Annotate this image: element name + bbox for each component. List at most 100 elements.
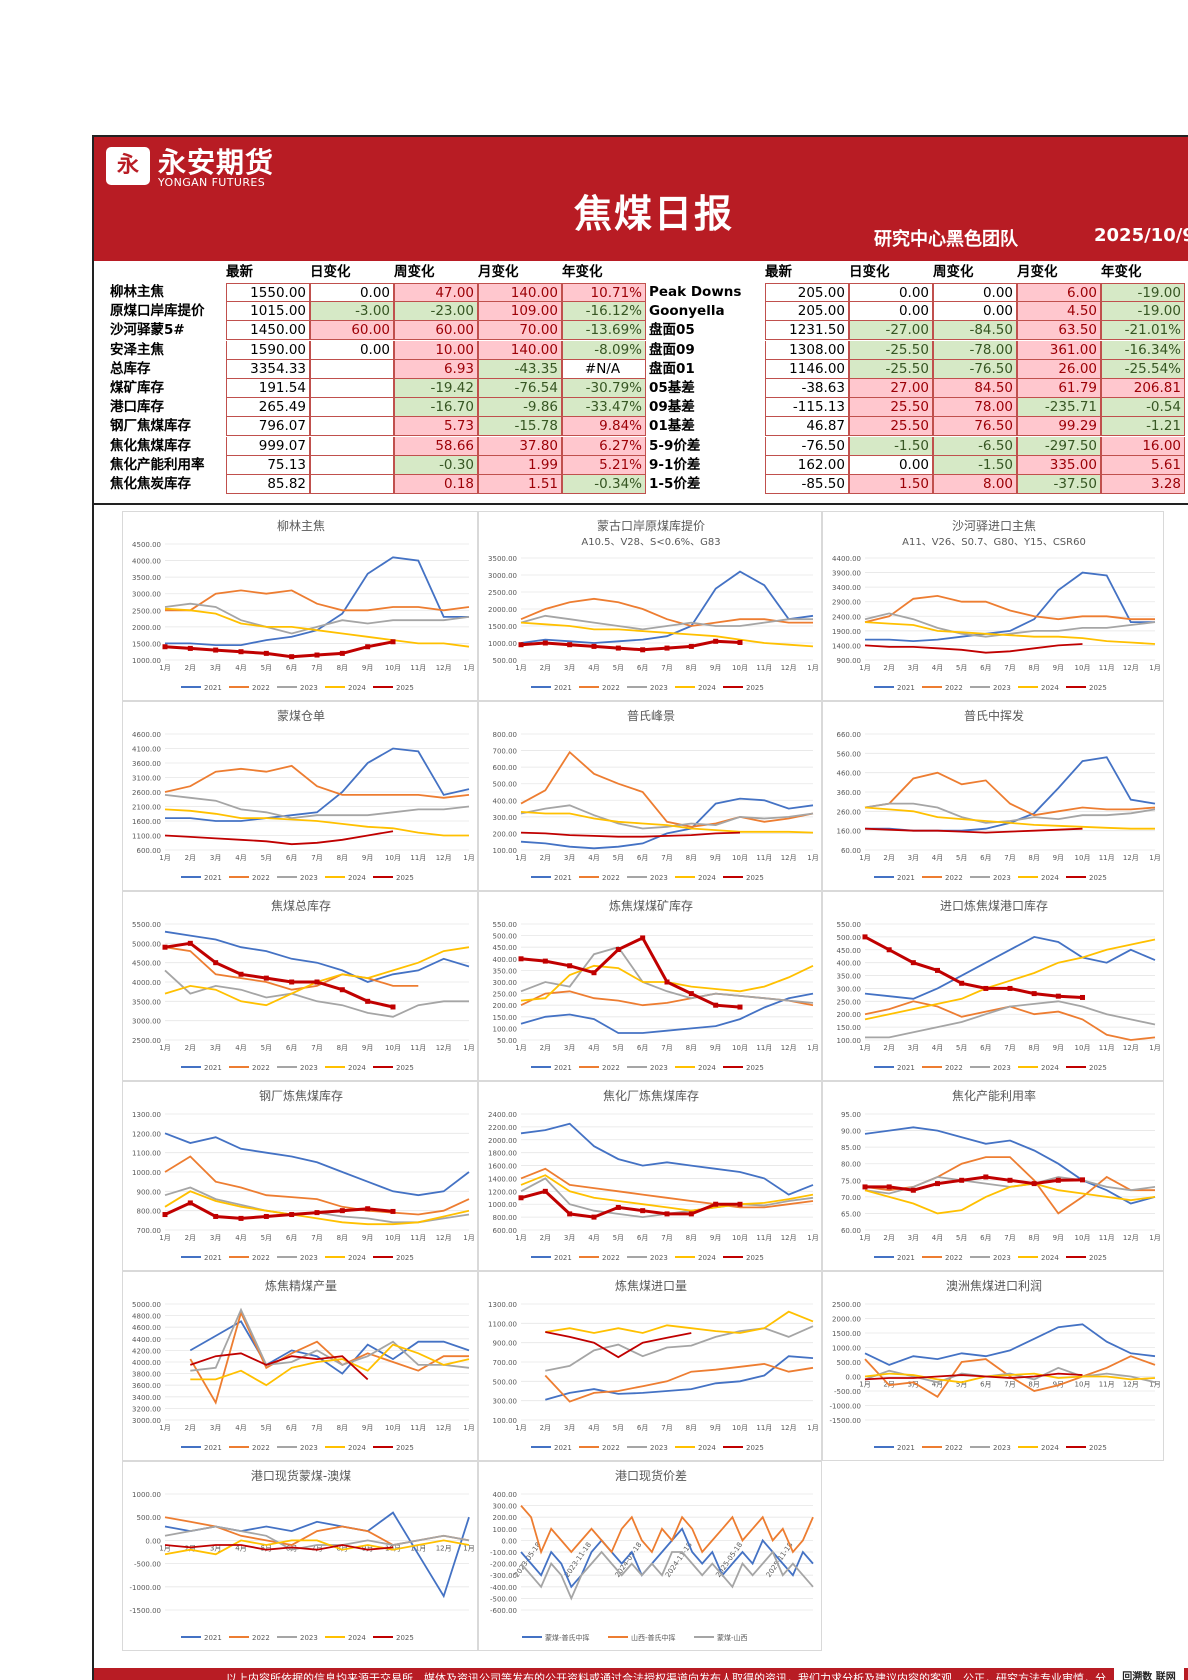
left_table-cell: 796.07	[226, 417, 310, 437]
left_table-cell: 109.00	[478, 302, 562, 322]
y-tick-label: 1000.00	[488, 1201, 517, 1209]
x-tick-label: 1月	[159, 1544, 170, 1552]
series-line-2021	[520, 797, 814, 850]
x-tick-label: 1月	[159, 1234, 170, 1242]
legend-label: 2024	[348, 1634, 366, 1642]
x-tick-label: 8月	[1028, 1234, 1039, 1242]
y-tick-label: 70.00	[841, 1194, 861, 1202]
chart-title: 普氏中挥发	[964, 708, 1024, 723]
y-tick-label: 350.00	[837, 973, 862, 981]
line-chart: 焦化产能利用率 60.00 65.00 70.00 75.00 80.00 85.00 90.…	[841, 1088, 1161, 1262]
x-tick-label: 1月	[807, 854, 818, 862]
chart-panel: 炼焦煤煤矿库存 50.00 100.00 150.00 200.00 250.00 300.…	[478, 891, 822, 1081]
legend-label: 2024	[348, 684, 366, 692]
y-tick-label: 90.00	[841, 1128, 861, 1136]
line-chart: 焦化厂炼焦煤库存 600.00 800.00 1000.00 1200.00 1400.0…	[488, 1088, 819, 1262]
left_table-cell: 1.99	[478, 455, 562, 475]
legend-label: 2025	[396, 1064, 414, 1072]
right_table-cell: -115.13	[765, 398, 849, 418]
left_table-cell: -8.09%	[562, 340, 646, 360]
series-line-2022	[864, 1355, 1156, 1399]
right_table-row-label: Goonyella	[649, 303, 725, 320]
y-tick-label: 800.00	[137, 1208, 162, 1216]
series-line-2023	[190, 1307, 470, 1372]
y-tick-label: 4400.00	[832, 555, 861, 563]
y-tick-label: 560.00	[837, 750, 862, 758]
y-tick-label: 3500.00	[132, 998, 161, 1006]
left_table-cell: -13.69%	[562, 321, 646, 341]
y-tick-label: -300.00	[490, 1572, 517, 1580]
right_table-row-label: 盘面01	[649, 360, 695, 377]
y-tick-label: 80.00	[841, 1161, 861, 1169]
legend-label: 2024	[1041, 684, 1059, 692]
x-tick-label: 6月	[286, 1044, 297, 1052]
legend-label: 2023	[300, 1634, 318, 1642]
legend-label: 2022	[945, 1444, 963, 1452]
legend-label: 2022	[252, 684, 270, 692]
series-point-2025	[187, 1200, 193, 1206]
left_table-cell: #N/A	[562, 359, 646, 379]
y-tick-label: 4500.00	[132, 541, 161, 549]
series-point-2025	[567, 1211, 573, 1217]
x-tick-label: 2月	[185, 1424, 196, 1432]
y-tick-label: 3500.00	[488, 555, 517, 563]
series-point-2025	[664, 645, 670, 651]
y-tick-label: 1500.00	[832, 1330, 861, 1338]
chart-panel: 炼焦精煤产量 3000.00 3200.00 3400.00 3600.00 3800.0…	[122, 1271, 478, 1461]
legend-label: 2025	[1089, 684, 1107, 692]
y-tick-label: 60.00	[841, 847, 861, 855]
chart-title: 钢厂炼焦煤库存	[259, 1088, 343, 1103]
series-point-2025	[713, 638, 719, 644]
legend-label: 2024	[1041, 1064, 1059, 1072]
x-tick-label: 2025-05-18	[714, 1541, 744, 1579]
x-tick-label: 8月	[686, 1424, 697, 1432]
line-chart: 蒙煤仓单 600.00 1100.00 1600.00 2100.00 2600.00 31…	[132, 709, 475, 882]
left_table-column-header: 最新	[226, 264, 253, 280]
x-tick-label: 8月	[686, 1234, 697, 1242]
legend-label: 2022	[945, 684, 963, 692]
y-tick-label: -200.00	[490, 1561, 517, 1569]
right_table-cell: -1.50	[933, 455, 1017, 475]
legend-label: 2021	[204, 684, 222, 692]
y-tick-label: 4200.00	[132, 1347, 161, 1355]
x-tick-label: 1月	[463, 664, 474, 672]
x-tick-label: 10月	[732, 1424, 748, 1432]
x-tick-label: 3月	[564, 1234, 575, 1242]
legend-label: 2023	[993, 874, 1011, 882]
x-tick-label: 11月	[410, 1234, 426, 1242]
series-line-2025	[520, 831, 741, 838]
series-line-2025	[545, 1331, 692, 1359]
x-tick-label: 7月	[311, 1044, 322, 1052]
y-tick-label: 900.00	[493, 1340, 518, 1348]
series-line-2025	[190, 1352, 369, 1381]
chart-title: 焦化产能利用率	[952, 1088, 1036, 1103]
series-point-2025	[213, 647, 219, 653]
right_table-cell: 0.00	[849, 455, 933, 475]
legend-label: 2024	[348, 1444, 366, 1452]
chart-title: 炼焦煤进口量	[615, 1278, 687, 1293]
x-tick-label: 4月	[588, 1234, 599, 1242]
x-tick-label: 11月	[1099, 1044, 1115, 1052]
y-tick-label: 3000.00	[132, 1018, 161, 1026]
y-tick-label: 3900.00	[832, 570, 861, 578]
x-tick-label: 8月	[337, 664, 348, 672]
right_table-column-header: 月变化	[1017, 264, 1058, 280]
series-point-2025	[615, 645, 621, 651]
left_table-cell: 1590.00	[226, 340, 310, 360]
series-point-2025	[339, 1208, 345, 1214]
x-tick-label: 6月	[286, 1234, 297, 1242]
series-point-2025	[542, 958, 548, 964]
x-tick-label: 12月	[1123, 1044, 1139, 1052]
legend-label: 2022	[252, 1254, 270, 1262]
x-tick-label: 9月	[362, 1234, 373, 1242]
legend-label: 蒙煤-山西	[717, 1633, 748, 1642]
x-tick-label: 1月	[515, 854, 526, 862]
y-tick-label: 5000.00	[132, 1301, 161, 1309]
series-point-2025	[1031, 991, 1037, 997]
series-point-2025	[263, 1213, 269, 1219]
series-line-2021	[165, 747, 470, 822]
right_table-cell: -84.50	[933, 321, 1017, 341]
y-tick-label: 700.00	[493, 748, 518, 756]
series-point-2025	[886, 1184, 892, 1190]
x-tick-label: 5月	[261, 1424, 272, 1432]
